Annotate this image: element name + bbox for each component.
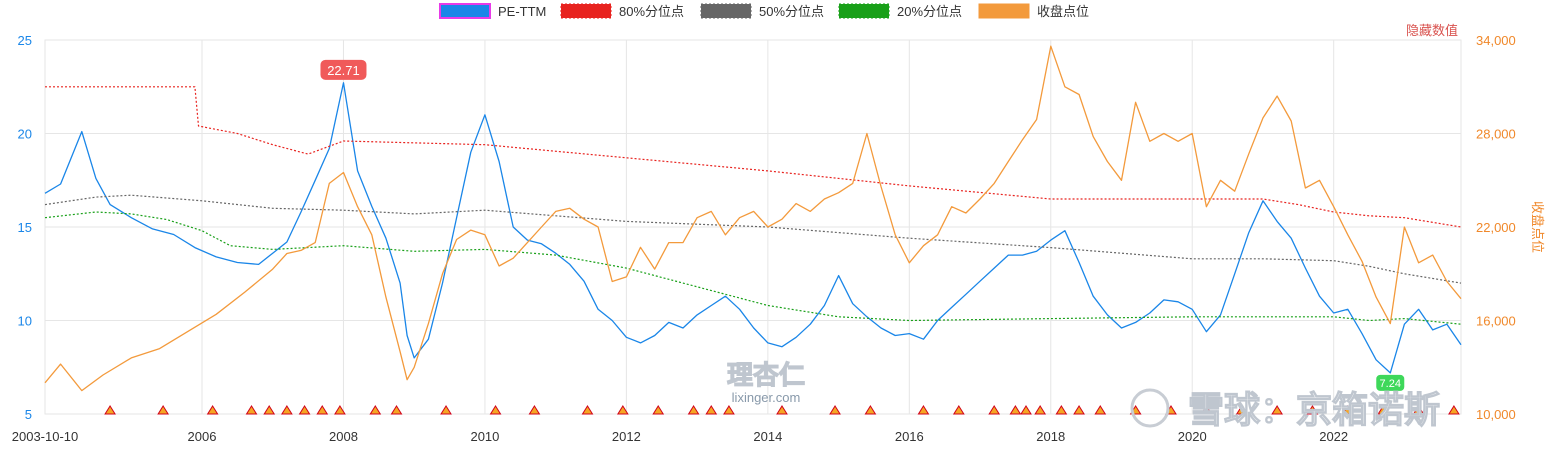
legend-label: 80%分位点 [619,4,684,19]
left-tick-label: 5 [25,407,32,422]
signal-marker-icon [1235,405,1248,415]
right-tick-label: 28,000 [1476,127,1516,142]
signal-marker-icon [280,405,293,415]
signal-marker-icon [1306,405,1319,415]
min-label-bubble [1376,374,1405,391]
x-tick-label: 2008 [329,429,358,444]
left-tick-label: 15 [18,220,32,235]
legend-label: 收盘点位 [1037,4,1089,19]
series-line-3 [44,211,1462,325]
legend-swatch [439,3,491,19]
signal-marker-icon [1377,405,1390,415]
left-tick-label: 20 [18,127,32,142]
xueqiu-logo-icon [1130,388,1170,428]
signal-marker-icon [1200,405,1213,415]
legend-swatch [560,3,612,19]
legend-item-2[interactable]: 50%分位点 [700,3,824,19]
signal-marker-icon [440,405,452,415]
signal-marker-icon [334,405,346,415]
signal-marker-icon [723,405,735,415]
legend-label: PE-TTM [498,4,546,19]
signal-marker-icon [1034,405,1047,415]
legend-label: 50%分位点 [759,4,824,19]
signal-marker-icon [687,405,700,415]
x-tick-label: 2016 [895,429,924,444]
overlay-watermark: 雪球：京箱诺斯 [1188,389,1440,430]
signal-marker-icon [1073,405,1085,415]
legend-item-3[interactable]: 20%分位点 [838,3,962,19]
signal-marker-icon [263,405,276,415]
x-tick-label: 2022 [1319,429,1348,444]
signal-marker-icon [1094,405,1107,415]
signal-marker-icon [316,405,329,415]
signal-marker-icon [369,405,382,415]
signal-marker-icon [157,405,170,415]
signal-marker-icon [390,405,403,415]
series-line-1 [45,86,1462,228]
right-tick-label: 10,000 [1476,407,1516,422]
max-label-bubble [320,59,367,80]
right-tick-label: 34,000 [1476,33,1516,48]
legend-swatch [838,3,890,19]
series-line-4 [44,45,1462,392]
right-axis-title: 收盘点位 [1530,201,1545,253]
legend-label: 20%分位点 [897,4,962,19]
watermark-text: lixinger.com [732,390,801,405]
legend-item-4[interactable]: 收盘点位 [978,3,1089,19]
signal-marker-icon [776,405,788,415]
watermark-logo: 理杏仁 [727,360,805,390]
x-tick-label: 2010 [470,429,499,444]
x-tick-label: 2014 [753,429,782,444]
signal-marker-icon [528,405,541,415]
signal-marker-icon [952,405,965,415]
signal-marker-icon [489,405,502,415]
signal-marker-icon [1271,405,1284,415]
legend-item-0[interactable]: PE-TTM [439,3,546,19]
left-tick-label: 25 [18,33,32,48]
legend-swatch [700,3,752,19]
signal-marker-icon [829,405,841,415]
series-line-2 [44,194,1462,284]
x-tick-label: 2006 [188,429,217,444]
signal-marker-icon [245,405,258,415]
signal-marker-icon [1020,405,1032,415]
signal-marker-icon [1009,405,1022,415]
signal-marker-icon [1412,405,1425,415]
signal-marker-icon [705,405,718,415]
signal-marker-icon [1055,405,1068,415]
max-label-text: 22.71 [327,63,360,78]
x-tick-label: 2018 [1036,429,1065,444]
right-tick-label: 22,000 [1476,220,1516,235]
signal-marker-icon [1448,405,1460,415]
left-tick-label: 10 [18,314,32,329]
legend-swatch [978,3,1030,19]
hidden-value-toggle: 隐藏数值 [1406,23,1458,38]
signal-marker-icon [1341,405,1354,415]
series-line-0 [44,82,1462,374]
x-tick-label: 2020 [1178,429,1207,444]
signal-marker-icon [206,405,219,415]
signal-marker-icon [988,405,1001,415]
signal-marker-icon [917,405,930,415]
signal-marker-icon [298,405,311,415]
right-tick-label: 16,000 [1476,314,1516,329]
signal-marker-icon [581,405,594,415]
signal-marker-icon [652,405,665,415]
signal-marker-icon [616,405,629,415]
signal-marker-icon [104,405,116,415]
x-tick-label: 2003-10-10 [12,429,79,444]
legend-item-1[interactable]: 80%分位点 [560,3,684,19]
signal-marker-icon [864,405,877,415]
x-tick-label: 2012 [612,429,641,444]
min-label-text: 7.24 [1380,378,1401,390]
